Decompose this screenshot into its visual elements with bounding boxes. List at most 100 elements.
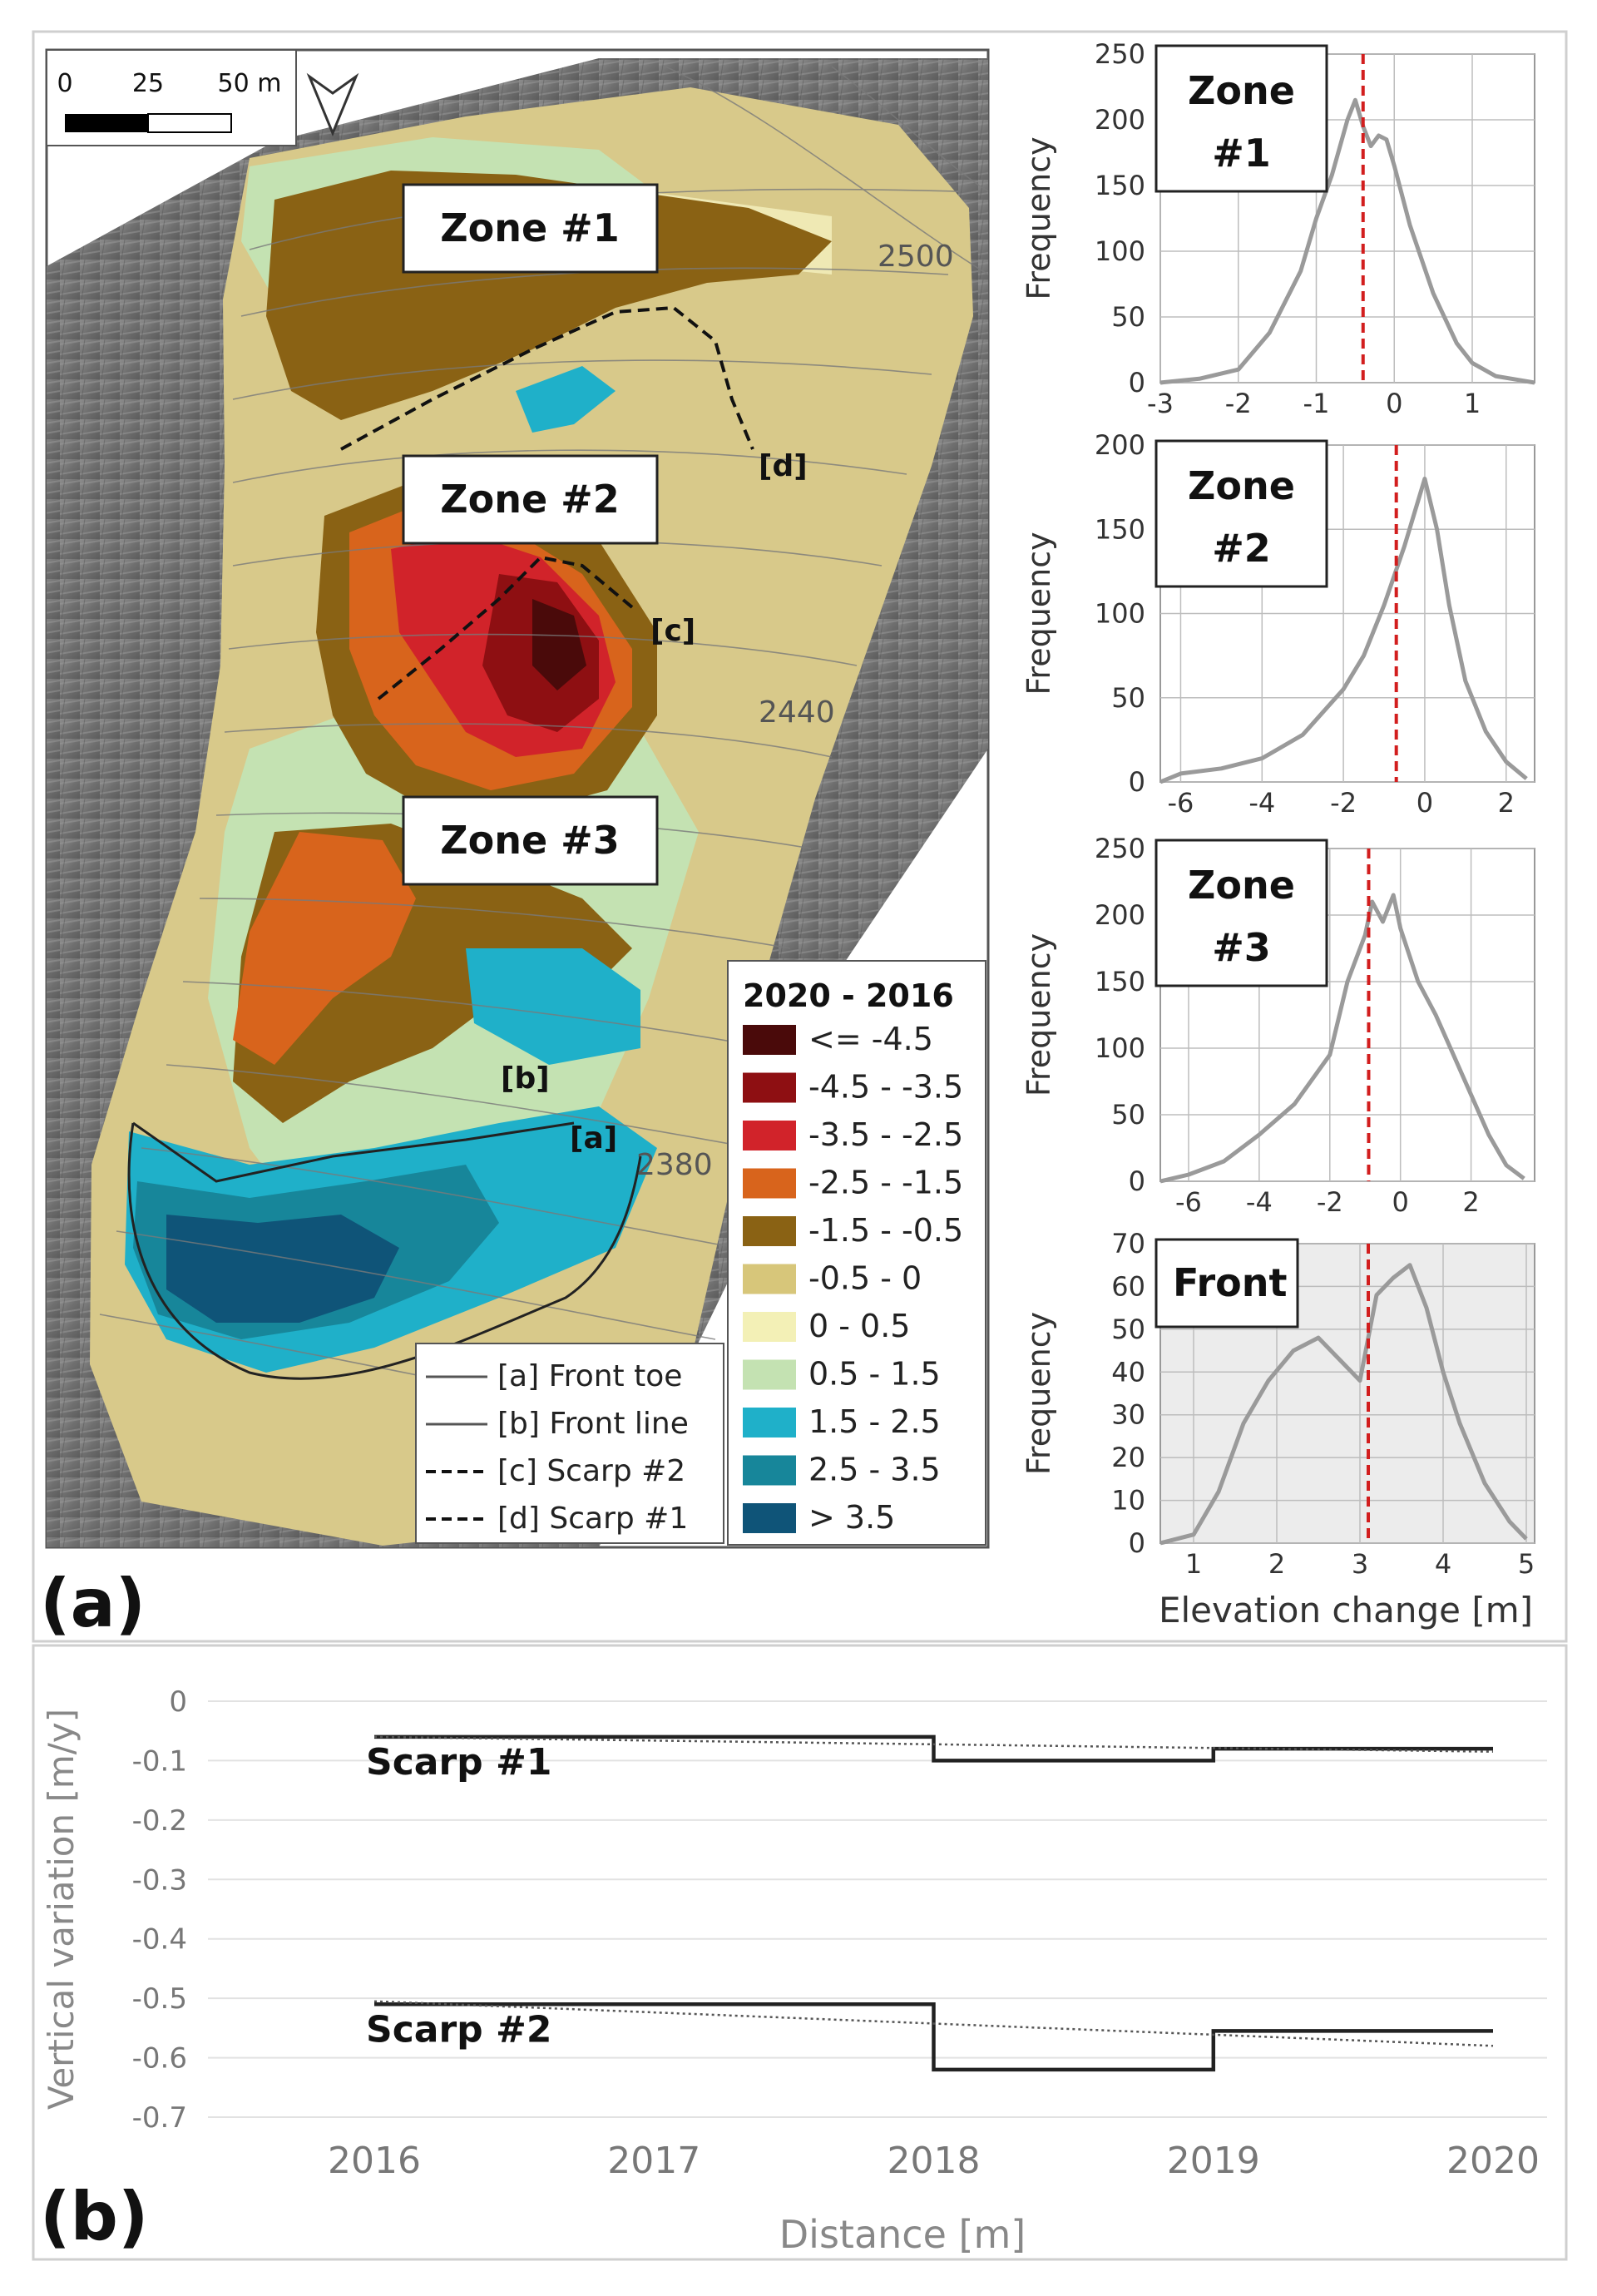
- legend-label-d: [d] Scarp #1: [497, 1502, 688, 1536]
- x-tick-label: 4: [1435, 1548, 1451, 1580]
- legend-class-label-7: 0.5 - 1.5: [808, 1356, 941, 1393]
- panel-a-label: (a): [40, 1565, 146, 1642]
- legend-swatch-7: [743, 1359, 796, 1390]
- x-tick-label: 2: [1462, 1186, 1479, 1218]
- y-tick-label: -0.1: [132, 1744, 187, 1778]
- y-tick-label: 0: [1129, 367, 1145, 398]
- series-label: Scarp #2: [366, 2008, 551, 2051]
- histograms-xlabel: Elevation change [m]: [1159, 1590, 1533, 1630]
- x-tick-label: -4: [1246, 1186, 1273, 1218]
- x-tick-label: 2: [1498, 787, 1515, 819]
- histogram-title-line2: #2: [1212, 526, 1271, 571]
- series-line-1: [373, 1735, 1494, 1753]
- y-tick-label: 0: [1129, 766, 1145, 798]
- contour-label-2500: 2500: [878, 240, 954, 274]
- marker-b: [b]: [501, 1061, 550, 1096]
- y-tick-label: 100: [1095, 235, 1145, 267]
- scarp1-line: [340, 305, 754, 451]
- y-tick-label: 50: [1111, 682, 1145, 714]
- legend-class-label-3: -2.5 - -1.5: [808, 1165, 963, 1201]
- y-tick-label: 150: [1095, 170, 1145, 201]
- y-tick-label: 10: [1111, 1485, 1145, 1517]
- legend-swatch-4: [743, 1216, 796, 1246]
- legend-class-label-5: -0.5 - 0: [808, 1260, 922, 1297]
- y-tick-label: 200: [1095, 104, 1145, 136]
- chart-ylabel: Vertical variation [m/y]: [41, 1709, 82, 2110]
- y-tick-label: 20: [1111, 1442, 1145, 1473]
- chart-xlabel: Distance [m]: [779, 2212, 1026, 2257]
- front-line: [132, 1121, 575, 1183]
- x-tick-label: 2016: [328, 2140, 421, 2182]
- y-tick-label: 100: [1095, 1032, 1145, 1064]
- panel-b-label: (b): [40, 2178, 148, 2255]
- y-tick-label: -0.5: [132, 1982, 187, 2016]
- x-tick-label: 3: [1352, 1548, 1368, 1580]
- scale-tick-25: 25: [132, 69, 164, 98]
- x-tick-label: -2: [1225, 388, 1252, 419]
- legend-class-label-8: 1.5 - 2.5: [808, 1403, 941, 1440]
- legend-swatch-3: [743, 1168, 796, 1199]
- legend-class-label-10: > 3.5: [808, 1499, 895, 1536]
- histograms: -3 -2 -1 0 1050100150200250Zone#1Frequency-6…: [1021, 38, 1535, 1580]
- x-tick-label: -6: [1175, 1186, 1202, 1218]
- y-tick-label: 150: [1095, 513, 1145, 545]
- legend-class-label-0: <= -4.5: [808, 1021, 933, 1057]
- line-legend: [a] Front toe [b] Front line [c] Scarp #…: [415, 1343, 724, 1544]
- zone3-orange: [233, 832, 416, 1065]
- legend-swatch-1: [743, 1072, 796, 1103]
- x-tick-label: -2: [1317, 1186, 1343, 1218]
- marker-d: [d]: [759, 449, 808, 483]
- x-tick-label: -2: [1330, 787, 1357, 819]
- histogram-ylabel: Frequency: [1021, 136, 1057, 299]
- legend-swatch-6: [743, 1312, 796, 1342]
- vertical-variation-chart: 0 -0.1 -0.2 -0.3 -0.4 -0.5 -0.6 -0.7 2016 2017 201…: [41, 1685, 1547, 2257]
- x-tick-label: 1: [1185, 1548, 1202, 1580]
- x-tick-label: 2018: [887, 2140, 981, 2182]
- y-tick-label: 0: [169, 1685, 187, 1719]
- histogram-ylabel: Frequency: [1021, 532, 1057, 695]
- legend-swatch-5: [743, 1264, 796, 1294]
- histogram-curve: [1159, 1263, 1528, 1546]
- x-tick-label: 2017: [607, 2140, 700, 2182]
- x-tick-label: 0: [1392, 1186, 1408, 1218]
- y-tick-label: 40: [1111, 1356, 1145, 1388]
- legend-class-label-6: 0 - 0.5: [808, 1308, 910, 1344]
- y-tick-label: 70: [1111, 1228, 1145, 1259]
- scale-bar: 0 25 50 m: [46, 49, 297, 146]
- histogram-curve: [1159, 97, 1535, 385]
- svg-text:Zone #3: Zone #3: [440, 818, 619, 863]
- scarp2-line: [377, 555, 634, 700]
- y-tick-label: 100: [1095, 598, 1145, 630]
- series-line-2: [374, 2002, 1493, 2072]
- legend-label-a: [a] Front toe: [497, 1359, 682, 1393]
- histogram-curve: [1159, 477, 1528, 784]
- x-tick-label: 2020: [1446, 2140, 1540, 2182]
- legend-swatch-10: [743, 1503, 796, 1533]
- legend-label-b: [b] Front line: [497, 1407, 689, 1441]
- contour-label-2380: 2380: [636, 1148, 713, 1182]
- legend-class-label-9: 2.5 - 3.5: [808, 1452, 941, 1488]
- y-tick-label: -0.4: [132, 1923, 187, 1957]
- scale-bar-white: [147, 113, 232, 133]
- front-darkblue: [166, 1215, 399, 1323]
- contour-label-2440: 2440: [759, 695, 835, 730]
- y-tick-label: 200: [1095, 899, 1145, 931]
- svg-text:Zone #2: Zone #2: [440, 477, 619, 522]
- histogram-curve: [1159, 893, 1525, 1184]
- zone2-darkest: [532, 599, 586, 690]
- front-toe-line: [127, 1122, 642, 1380]
- y-tick-label: 250: [1095, 833, 1145, 864]
- series-line-3: [373, 2000, 1494, 2047]
- histogram-ylabel: Frequency: [1021, 933, 1057, 1096]
- panel-b-frame: [32, 1644, 1568, 2261]
- elevation-change-map: 0 25 50 m Zone #1 Zone #2 Zone #3 [a] [b…: [45, 48, 990, 1549]
- histogram-1: -3 -2 -1 0 1 0 50 100 150 200 250 Zone #1 Frequency: [1021, 38, 1535, 419]
- legend-class-label-4: -1.5 - -0.5: [808, 1212, 963, 1249]
- y-tick-label: 50: [1111, 1099, 1145, 1131]
- zone-label-3: Zone #3: [402, 795, 659, 886]
- y-tick-label: 30: [1111, 1399, 1145, 1431]
- x-tick-label: -4: [1248, 787, 1275, 819]
- x-tick-label: 0: [1417, 787, 1433, 819]
- histogram-title: Front: [1173, 1260, 1288, 1305]
- scale-tick-50: 50 m: [218, 69, 282, 98]
